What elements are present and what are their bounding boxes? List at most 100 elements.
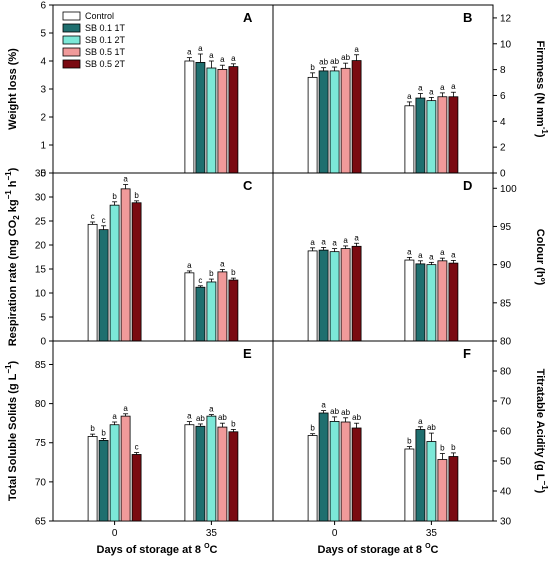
significance-letter: b <box>407 437 412 446</box>
bar <box>404 105 415 174</box>
bar <box>448 96 459 174</box>
legend-swatch-sb05-1t <box>62 47 81 57</box>
bar <box>120 188 131 342</box>
x-axis-label-left-main: Days of storage at 8 <box>97 544 205 556</box>
y-tick-label: 8 <box>500 65 506 76</box>
y-tick-label: 30 <box>35 193 47 204</box>
significance-letter: a <box>310 238 315 247</box>
bar <box>329 420 340 522</box>
bar <box>98 439 109 522</box>
significance-letter: a <box>187 412 192 421</box>
bar <box>120 415 131 522</box>
y-axis-label-part: kg <box>7 199 19 215</box>
y-axis-label-close: ) <box>7 167 19 171</box>
y-tick-label: 30 <box>500 517 512 528</box>
bar <box>195 286 206 342</box>
significance-letter: a <box>187 48 192 57</box>
bar <box>351 60 362 174</box>
significance-letter: a <box>321 237 326 246</box>
panel-letter: E <box>243 346 252 361</box>
significance-letter: b <box>209 269 214 278</box>
y-tick-label: 15 <box>35 265 47 276</box>
y-axis-label-sup2: −1 <box>4 171 13 181</box>
bar <box>195 62 206 174</box>
x-axis-label-left: Days of storage at 8 OC <box>97 543 218 556</box>
significance-letter: b <box>440 444 445 453</box>
bar <box>109 204 120 342</box>
bar <box>437 96 448 174</box>
significance-letter: a <box>220 259 225 268</box>
significance-letter: a <box>440 83 445 92</box>
significance-letter: a <box>407 247 412 256</box>
y-tick-label: 80 <box>35 399 47 410</box>
y-axis-label-sup: -1 <box>540 127 549 135</box>
y-axis-label-sup: −1 <box>4 190 13 200</box>
bar <box>217 271 228 342</box>
y-axis-label-end: ) <box>534 134 546 138</box>
x-axis-label-left-sup: O <box>204 543 210 550</box>
significance-letter: a <box>123 404 128 413</box>
y-tick-label: 0 <box>500 169 506 180</box>
bar <box>184 60 195 174</box>
x-tick-label: 35 <box>206 528 218 539</box>
legend-label-sb05-1t: SB 0.5 1T <box>85 47 126 57</box>
legend-swatch-sb01-2t <box>62 35 81 45</box>
panel-letter: A <box>243 10 253 25</box>
y-axis-label-part2: h <box>7 180 19 190</box>
y-axis-label-sub: 2 <box>12 215 21 220</box>
bar <box>426 441 437 522</box>
x-axis-label-right-main: Days of storage at 8 <box>318 544 426 556</box>
legend-swatch-control <box>62 11 81 21</box>
bar <box>217 69 228 174</box>
bar <box>415 263 426 342</box>
bar <box>351 427 362 522</box>
y-tick-label: 5 <box>40 29 46 40</box>
legend-swatch-sb05-2t <box>62 59 81 69</box>
bar <box>206 67 217 174</box>
significance-letter: a <box>220 55 225 64</box>
significance-letter: a <box>354 45 359 54</box>
y-axis-label: Firmness (N mm-1) <box>534 41 549 138</box>
y-axis-label-sup: −1 <box>540 481 549 491</box>
significance-letter: b <box>231 268 236 277</box>
significance-letter: b <box>310 63 315 72</box>
bar <box>87 223 98 342</box>
significance-letter: a <box>123 175 128 184</box>
bar <box>318 249 329 342</box>
significance-letter: a <box>198 44 203 53</box>
y-tick-label: 60 <box>500 427 512 438</box>
y-tick-label: 3 <box>40 85 46 96</box>
significance-letter: a <box>354 233 359 242</box>
significance-letter: b <box>310 424 315 433</box>
significance-letter: b <box>112 192 117 201</box>
significance-letter: a <box>451 250 456 259</box>
significance-letter: ab <box>341 408 350 417</box>
y-axis-label-main: Respiration rate (mg CO <box>7 219 19 346</box>
significance-letter: c <box>102 216 106 225</box>
y-axis-label: Colour (hº) <box>534 229 546 286</box>
significance-letter: ab <box>427 423 436 432</box>
y-tick-label: 10 <box>35 289 47 300</box>
significance-letter: a <box>187 261 192 270</box>
bar <box>426 100 437 174</box>
x-axis-label-right: Days of storage at 8 OC <box>318 543 439 556</box>
y-tick-label: 2 <box>40 113 46 124</box>
bar <box>351 245 362 342</box>
significance-letter: c <box>91 212 95 221</box>
significance-letter: a <box>209 51 214 60</box>
significance-letter: a <box>418 417 423 426</box>
bar <box>318 412 329 522</box>
y-tick-label: 5 <box>40 313 46 324</box>
y-tick-label: 0 <box>40 169 46 180</box>
y-tick-label: 90 <box>500 260 512 271</box>
bar <box>195 425 206 522</box>
significance-letter: a <box>343 236 348 245</box>
legend-label-sb05-2t: SB 0.5 2T <box>85 59 126 69</box>
panel-frame <box>272 340 494 522</box>
legend-swatch-sb01-1t <box>62 23 81 33</box>
y-axis-label-main: Firmness (N mm <box>534 41 546 127</box>
panel-f: 30 40 50 60 70 80 Titratable Acidity (g L−1) F 0… <box>272 340 549 539</box>
y-tick-label: 95 <box>500 222 512 233</box>
x-axis-label-right-sup: O <box>425 543 431 550</box>
